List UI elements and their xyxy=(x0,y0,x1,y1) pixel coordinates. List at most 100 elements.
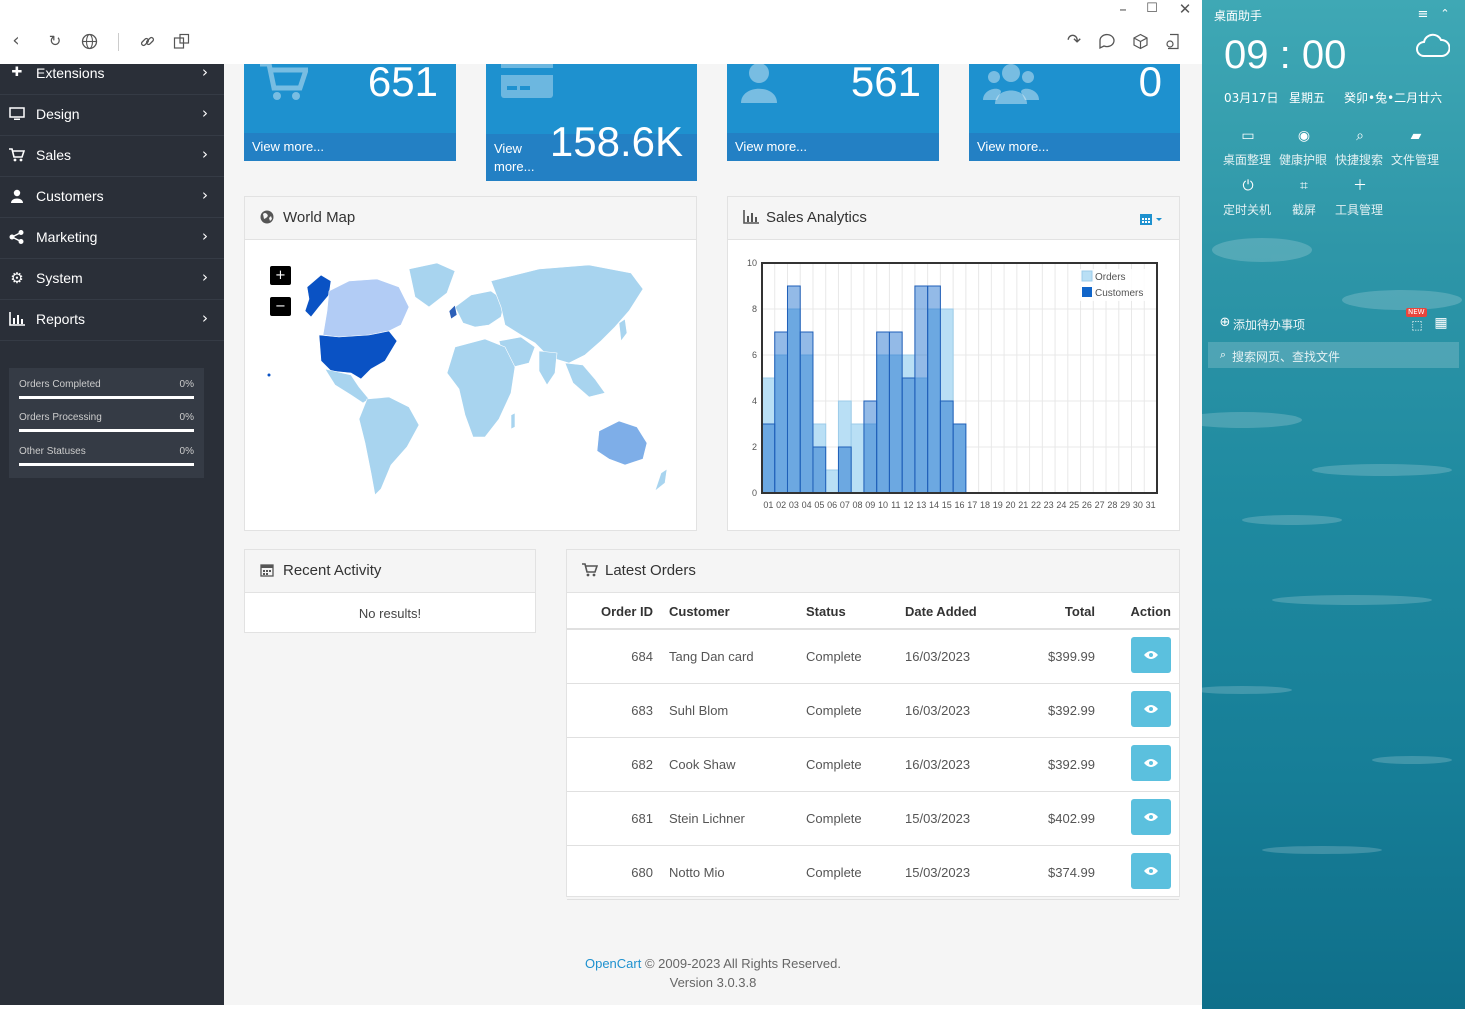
map-region-asia xyxy=(490,264,644,364)
map-region-canada xyxy=(322,278,410,338)
page-search-icon[interactable] xyxy=(1163,33,1183,53)
map-region-india xyxy=(538,350,558,386)
tool-tools-manager[interactable]: ＋ 工具管理 xyxy=(1332,178,1388,218)
view-order-button[interactable] xyxy=(1131,798,1171,835)
tile-footer[interactable]: View more... xyxy=(244,133,456,161)
collapse-icon[interactable]: ⌃ xyxy=(1440,7,1450,20)
user-icon xyxy=(9,189,25,203)
legend-swatch-customers xyxy=(1082,287,1092,297)
new-feature-button[interactable]: NEW ⬚ xyxy=(1406,308,1430,332)
tile-footer[interactable]: View more... xyxy=(486,134,697,181)
bar-customers xyxy=(774,331,788,494)
view-more-link[interactable]: View more... xyxy=(977,139,1050,154)
order-total: $392.99 xyxy=(997,737,1103,792)
view-more-link[interactable]: View more... xyxy=(494,141,535,174)
map-region-usa xyxy=(318,330,398,380)
map-zoom-out-button[interactable]: − xyxy=(270,297,291,316)
legend-label-orders: Orders xyxy=(1095,272,1126,283)
bar-customers xyxy=(812,446,827,494)
x-tick-label: 10 xyxy=(878,500,888,510)
sidebar-item-customers[interactable]: Customers › xyxy=(0,177,224,218)
tool-quick-search[interactable]: ⌕ 快捷搜索 xyxy=(1332,128,1388,168)
clock-time: 09 : 00 xyxy=(1224,33,1347,77)
column-header[interactable]: Date Added xyxy=(897,594,997,630)
cube-icon[interactable] xyxy=(1130,33,1150,53)
y-tick-label: 0 xyxy=(752,488,757,498)
x-tick-label: 11 xyxy=(891,500,900,510)
bar-customers xyxy=(952,423,967,494)
bar-chart-icon xyxy=(743,209,759,225)
view-order-button[interactable] xyxy=(1131,636,1171,673)
puzzle-icon: ✚ xyxy=(11,65,23,80)
x-tick-label: 15 xyxy=(942,500,952,510)
reload-icon[interactable]: ↻ xyxy=(48,32,62,50)
sidebar-item-reports[interactable]: Reports › xyxy=(0,300,224,341)
tool-screenshot[interactable]: ⌗ 截屏 xyxy=(1276,178,1332,218)
tool-label: 文件管理 xyxy=(1391,153,1440,167)
x-tick-label: 20 xyxy=(1005,500,1015,510)
view-order-button[interactable] xyxy=(1131,744,1171,781)
close-icon[interactable]: ✕ xyxy=(1178,0,1192,18)
view-more-link[interactable]: View more... xyxy=(252,139,325,154)
order-id: 683 xyxy=(567,683,661,738)
x-tick-label: 13 xyxy=(916,500,926,510)
chevron-right-icon: › xyxy=(202,104,208,122)
sidebar-item-label: Sales xyxy=(36,147,72,163)
column-header[interactable]: Status xyxy=(798,594,897,630)
tile-footer[interactable]: View more... xyxy=(969,133,1180,161)
calendar-dropdown-button[interactable] xyxy=(1139,211,1165,225)
tool-timed-shutdown[interactable]: ⏻ 定时关机 xyxy=(1220,178,1276,218)
sidebar-item-marketing[interactable]: Marketing › xyxy=(0,218,224,259)
water-background xyxy=(1202,238,1462,854)
map-region-madagascar xyxy=(510,412,516,430)
tool-desktop-organize[interactable]: ▭ 桌面整理 xyxy=(1220,128,1276,168)
opencart-link[interactable]: OpenCart xyxy=(584,956,642,971)
tool-eye-care[interactable]: ◉ 健康护眼 xyxy=(1276,128,1332,168)
tool-label: 工具管理 xyxy=(1335,203,1384,217)
menu-icon[interactable]: ≡ xyxy=(1417,7,1429,22)
sidebar-item-extensions[interactable]: ✚ Extensions › xyxy=(0,54,224,95)
sidebar-item-system[interactable]: ⚙ System › xyxy=(0,259,224,300)
map-zoom-in-button[interactable]: + xyxy=(270,266,291,285)
maximize-icon[interactable]: ☐ xyxy=(1146,1,1158,16)
add-todo-button[interactable]: ⊕ 添加待办事项 xyxy=(1216,314,1376,332)
translate-icon[interactable] xyxy=(171,33,191,53)
desktop-icon: ▭ xyxy=(1241,128,1255,144)
world-map[interactable] xyxy=(259,251,689,511)
x-tick-label: 21 xyxy=(1018,500,1028,510)
sidebar-item-sales[interactable]: Sales › xyxy=(0,136,224,177)
back-icon[interactable]: ‹ xyxy=(12,30,20,51)
chat-icon[interactable] xyxy=(1097,33,1117,53)
tool-file-manager[interactable]: ▰ 文件管理 xyxy=(1388,128,1444,168)
qr-code-icon[interactable]: ▦ xyxy=(1434,315,1448,331)
column-header[interactable]: Total xyxy=(997,594,1103,630)
order-id: 682 xyxy=(567,737,661,792)
x-tick-label: 30 xyxy=(1133,500,1143,510)
order-total: $399.99 xyxy=(997,629,1103,684)
new-badge: NEW xyxy=(1406,308,1427,317)
share-icon[interactable]: ↷ xyxy=(1066,31,1082,51)
view-order-button[interactable] xyxy=(1131,690,1171,727)
map-region-south-america xyxy=(358,396,420,496)
link-icon[interactable] xyxy=(137,33,157,53)
copyright-text: © 2009-2023 All Rights Reserved. xyxy=(641,956,841,971)
panel-heading: World Map xyxy=(245,197,696,240)
tool-label: 快捷搜索 xyxy=(1335,153,1384,167)
world-map-panel: World Map + − xyxy=(244,196,697,531)
order-date: 15/03/2023 xyxy=(897,845,997,900)
tile-footer[interactable]: View more... xyxy=(727,133,939,161)
latest-orders-panel: Latest Orders Order ID Customer Status D… xyxy=(566,549,1180,900)
widget-search-bar[interactable]: ⌕ 搜索网页、查找文件 xyxy=(1208,342,1459,368)
sidebar-item-design[interactable]: Design › xyxy=(0,95,224,136)
minimize-icon[interactable]: – xyxy=(1119,0,1127,18)
column-header[interactable]: Customer xyxy=(661,594,798,630)
search-icon: ⌕ xyxy=(1356,128,1364,144)
y-tick-label: 8 xyxy=(752,304,757,314)
view-order-button[interactable] xyxy=(1131,852,1171,889)
view-more-link[interactable]: View more... xyxy=(735,139,808,154)
column-header[interactable]: Order ID xyxy=(567,594,661,630)
eye-icon xyxy=(1144,866,1158,875)
order-customer: Suhl Blom xyxy=(661,683,798,738)
share-icon xyxy=(9,230,25,244)
globe-icon[interactable] xyxy=(79,33,99,53)
